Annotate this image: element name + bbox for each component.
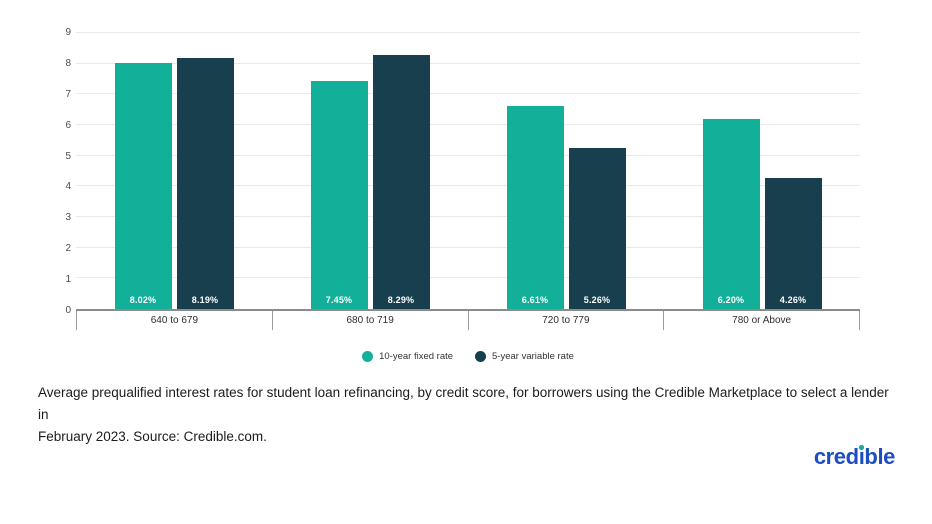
legend-item-5-year-variable-rate: 5-year variable rate [475,351,574,362]
bar-value-label: 6.20% [717,295,745,305]
logo-i-dot-icon [859,445,864,450]
gridline [76,277,860,279]
x-category-label: 640 to 679 [76,311,272,330]
x-category-label: 780 or Above [663,311,859,330]
bar-value-label: 8.29% [387,295,415,305]
legend: 10-year fixed rate 5-year variable rate [76,351,860,362]
gridline [76,32,860,33]
bar-value-label: 6.61% [521,295,549,305]
gridline [76,124,860,125]
y-tick-label: 9 [65,27,71,38]
caption: Average prequalified interest rates for … [38,382,898,448]
y-tick-label: 1 [65,274,71,286]
gridline [76,93,860,95]
legend-label: 10-year fixed rate [379,351,454,362]
y-tick-label: 7 [65,88,71,100]
bar-10-year-fixed-rate: 7.45% [310,80,368,309]
bar-5-year-variable-rate: 8.29% [372,54,430,309]
legend-dot-icon [475,351,487,362]
legend-dot-icon [362,351,374,362]
x-category-label: 680 to 719 [271,311,468,330]
bar-value-label: 4.26% [779,295,807,305]
caption-line-1: Average prequalified interest rates for … [38,385,889,422]
bar-5-year-variable-rate: 4.26% [764,178,822,309]
gridline [76,246,860,248]
gridline [76,154,860,156]
bar-10-year-fixed-rate: 6.61% [506,106,564,309]
y-tick-label: 6 [65,119,71,131]
plot-area: 8.02% 8.19% 7.45% 8.29% 6.61% 5.26% 6.20% 4.26% [76,32,860,311]
bar-5-year-variable-rate: 5.26% [568,147,626,309]
gridline [76,185,860,187]
y-tick-label: 4 [65,181,71,193]
bar-value-label: 7.45% [325,295,353,305]
y-axis-labels: 0 1 2 3 4 5 6 7 8 9 [40,27,71,316]
bar-value-label: 5.26% [583,295,611,305]
bar-group-640-to-679: 8.02% 8.19% [76,33,272,309]
bar-value-label: 8.02% [129,295,157,305]
bar-group-780-or-above: 6.20% 4.26% [664,33,860,309]
caption-line-2: February 2023. Source: Credible.com. [38,429,267,444]
credible-logo: credı ble [813,444,896,470]
x-category-label: 720 to 779 [467,311,664,330]
y-tick-label: 5 [65,150,71,162]
bar-5-year-variable-rate: 8.19% [176,57,234,309]
bar-10-year-fixed-rate: 8.02% [114,63,172,309]
y-tick-label: 8 [65,57,71,69]
logo-text: ble [864,444,895,469]
logo-text: cred [813,444,859,469]
bar-group-680-to-719: 7.45% 8.29% [272,33,468,309]
bar-value-label: 8.19% [191,295,219,305]
legend-item-10-year-fixed-rate: 10-year fixed rate [362,351,453,362]
bar-10-year-fixed-rate: 6.20% [702,118,760,309]
legend-label: 5-year variable rate [492,351,574,362]
bar-group-720-to-779: 6.61% 5.26% [468,33,664,309]
x-axis: 640 to 679 680 to 719 720 to 779 780 or Abo… [76,311,860,330]
y-tick-label: 2 [65,243,71,255]
logo-letter-i: ı [858,444,865,469]
y-tick-label: 3 [65,212,71,224]
gridline [76,216,860,217]
y-tick-label: 0 [65,305,71,316]
gridline [76,62,860,64]
